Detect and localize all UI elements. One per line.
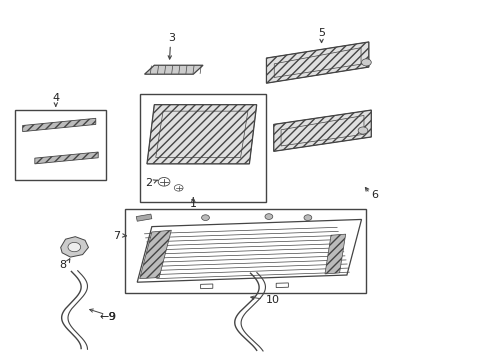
Polygon shape xyxy=(35,152,98,164)
Bar xyxy=(125,209,366,293)
Bar xyxy=(15,110,105,180)
Circle shape xyxy=(264,214,272,220)
Polygon shape xyxy=(22,118,96,132)
Circle shape xyxy=(68,242,81,252)
Text: 3: 3 xyxy=(167,33,175,43)
Text: 6: 6 xyxy=(371,190,378,201)
Text: 10: 10 xyxy=(265,295,279,305)
Text: 9: 9 xyxy=(108,312,115,322)
Polygon shape xyxy=(140,230,171,279)
Text: 4: 4 xyxy=(52,93,59,103)
Circle shape xyxy=(361,59,370,66)
Circle shape xyxy=(304,215,311,221)
Polygon shape xyxy=(136,214,152,221)
Bar xyxy=(140,94,266,202)
Polygon shape xyxy=(266,42,368,83)
Polygon shape xyxy=(147,105,256,164)
Text: 2: 2 xyxy=(144,177,152,188)
Text: 5: 5 xyxy=(317,28,325,38)
Text: 7: 7 xyxy=(112,231,120,240)
Polygon shape xyxy=(61,237,88,257)
Text: ←9: ←9 xyxy=(100,312,116,322)
Circle shape xyxy=(201,215,209,221)
Polygon shape xyxy=(325,234,345,274)
Text: 8: 8 xyxy=(60,260,66,270)
Polygon shape xyxy=(144,65,203,74)
Circle shape xyxy=(357,127,367,134)
Text: 1: 1 xyxy=(189,199,196,210)
Polygon shape xyxy=(273,110,370,151)
